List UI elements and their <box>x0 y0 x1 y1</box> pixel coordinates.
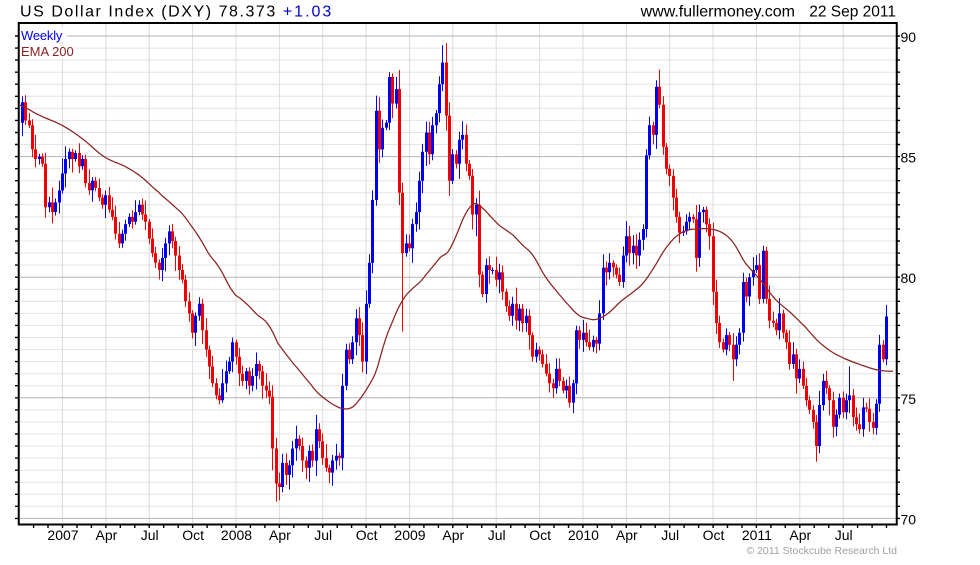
svg-text:90: 90 <box>901 29 917 45</box>
svg-text:US Dollar Index (DXY) 78.373 +: US Dollar Index (DXY) 78.373 +1.03 <box>20 4 333 21</box>
svg-text:© 2011 Stockcube Research Ltd: © 2011 Stockcube Research Ltd <box>746 545 897 557</box>
svg-text:80: 80 <box>901 270 917 286</box>
svg-text:Oct: Oct <box>703 527 725 543</box>
svg-text:Oct: Oct <box>182 527 204 543</box>
svg-text:Jul: Jul <box>488 527 506 543</box>
svg-text:2009: 2009 <box>394 527 425 543</box>
svg-text:Oct: Oct <box>529 527 551 543</box>
svg-text:Apr: Apr <box>789 527 811 543</box>
svg-text:Apr: Apr <box>616 527 638 543</box>
svg-text:Jul: Jul <box>835 527 853 543</box>
svg-text:75: 75 <box>901 391 917 407</box>
svg-text:70: 70 <box>901 511 917 527</box>
svg-text:22 Sep 2011: 22 Sep 2011 <box>809 4 896 21</box>
svg-text:Apr: Apr <box>269 527 291 543</box>
svg-text:Apr: Apr <box>442 527 464 543</box>
svg-text:Jul: Jul <box>661 527 679 543</box>
svg-text:85: 85 <box>901 150 917 166</box>
svg-text:www.fullermoney.com: www.fullermoney.com <box>640 4 795 21</box>
svg-text:2008: 2008 <box>221 527 252 543</box>
svg-text:Weekly: Weekly <box>21 28 63 43</box>
svg-text:2010: 2010 <box>568 527 599 543</box>
svg-text:Jul: Jul <box>314 527 332 543</box>
svg-text:Jul: Jul <box>141 527 159 543</box>
svg-text:Oct: Oct <box>356 527 378 543</box>
svg-text:2011: 2011 <box>742 527 772 543</box>
svg-text:2007: 2007 <box>47 527 78 543</box>
svg-text:EMA 200: EMA 200 <box>21 44 74 59</box>
svg-text:Apr: Apr <box>96 527 118 543</box>
